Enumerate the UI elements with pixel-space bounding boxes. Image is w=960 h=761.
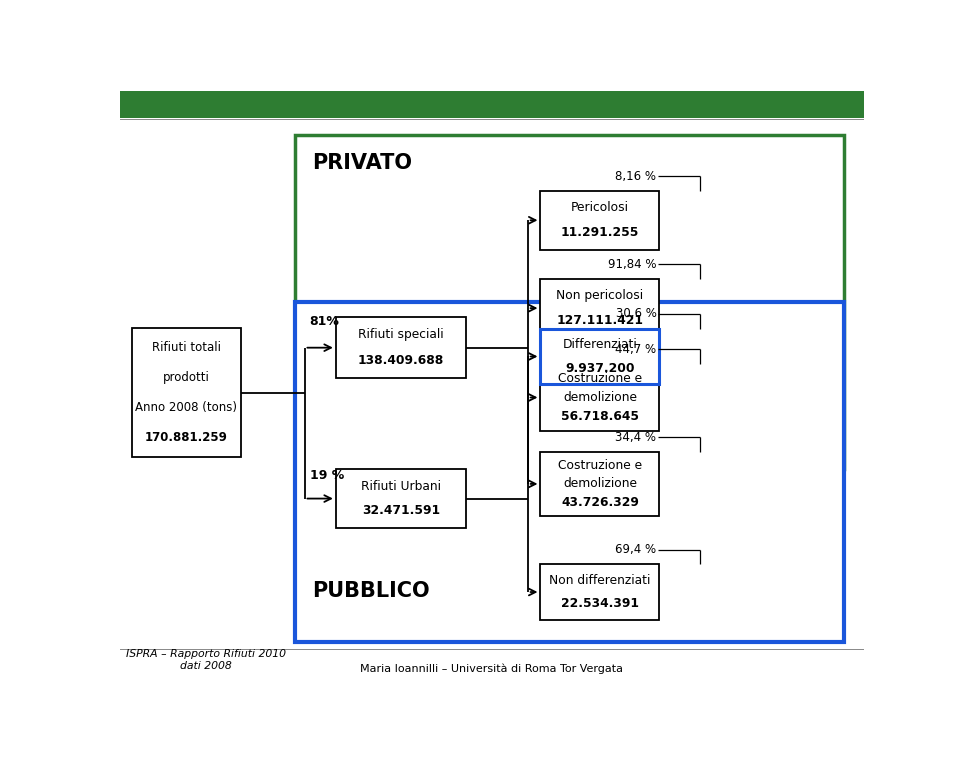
Text: 43.726.329: 43.726.329 <box>561 495 638 509</box>
FancyBboxPatch shape <box>295 135 844 470</box>
Text: 32.471.591: 32.471.591 <box>362 505 440 517</box>
FancyBboxPatch shape <box>540 364 660 431</box>
Text: 9.937.200: 9.937.200 <box>565 361 635 374</box>
Text: 127.111.421: 127.111.421 <box>557 314 643 327</box>
Text: Non pericolosi: Non pericolosi <box>556 289 643 302</box>
Text: 69,4 %: 69,4 % <box>615 543 657 556</box>
FancyBboxPatch shape <box>540 564 660 620</box>
FancyBboxPatch shape <box>336 317 466 378</box>
Text: demolizione: demolizione <box>563 391 636 404</box>
FancyBboxPatch shape <box>540 279 660 337</box>
Text: PUBBLICO: PUBBLICO <box>312 581 429 600</box>
Text: Non differenziati: Non differenziati <box>549 574 651 587</box>
Text: 22.534.391: 22.534.391 <box>561 597 638 610</box>
Text: Rifiuti totali: Rifiuti totali <box>152 341 221 354</box>
Text: Maria Ioannilli – Università di Roma Tor Vergata: Maria Ioannilli – Università di Roma Tor… <box>361 664 623 673</box>
Text: Rifiuti Urbani: Rifiuti Urbani <box>361 479 441 493</box>
Text: Anno 2008 (tons): Anno 2008 (tons) <box>135 401 237 414</box>
Text: 11.291.255: 11.291.255 <box>561 226 639 239</box>
Text: 44,7 %: 44,7 % <box>615 342 657 355</box>
FancyBboxPatch shape <box>120 91 864 118</box>
Text: Costruzione e: Costruzione e <box>558 459 642 472</box>
Text: 8,16 %: 8,16 % <box>615 170 657 183</box>
Text: demolizione: demolizione <box>563 477 636 490</box>
FancyBboxPatch shape <box>132 328 241 457</box>
Text: Costruzione e: Costruzione e <box>558 371 642 384</box>
FancyBboxPatch shape <box>540 191 660 250</box>
Text: 56.718.645: 56.718.645 <box>561 410 638 423</box>
Text: Pericolosi: Pericolosi <box>571 202 629 215</box>
Text: PRIVATO: PRIVATO <box>312 153 412 173</box>
FancyBboxPatch shape <box>336 470 466 528</box>
Text: CHI GESTISCE I NOSTRI RIFIUTI: CHI GESTISCE I NOSTRI RIFIUTI <box>580 100 846 115</box>
FancyBboxPatch shape <box>295 302 844 642</box>
Text: prodotti: prodotti <box>163 371 209 384</box>
Text: 170.881.259: 170.881.259 <box>145 431 228 444</box>
FancyBboxPatch shape <box>540 452 660 516</box>
Text: 91,84 %: 91,84 % <box>608 258 657 271</box>
Text: ISPRA – Rapporto Rifiuti 2010
dati 2008: ISPRA – Rapporto Rifiuti 2010 dati 2008 <box>126 649 285 670</box>
Text: 81%: 81% <box>310 315 340 328</box>
Text: 138.409.688: 138.409.688 <box>358 354 444 368</box>
Text: 19 %: 19 % <box>310 469 344 482</box>
FancyBboxPatch shape <box>540 329 660 384</box>
Text: Rifiuti speciali: Rifiuti speciali <box>358 328 444 341</box>
Text: 34,4 %: 34,4 % <box>615 431 657 444</box>
Text: Differenziati: Differenziati <box>563 339 637 352</box>
Text: 30,6 %: 30,6 % <box>615 307 657 320</box>
